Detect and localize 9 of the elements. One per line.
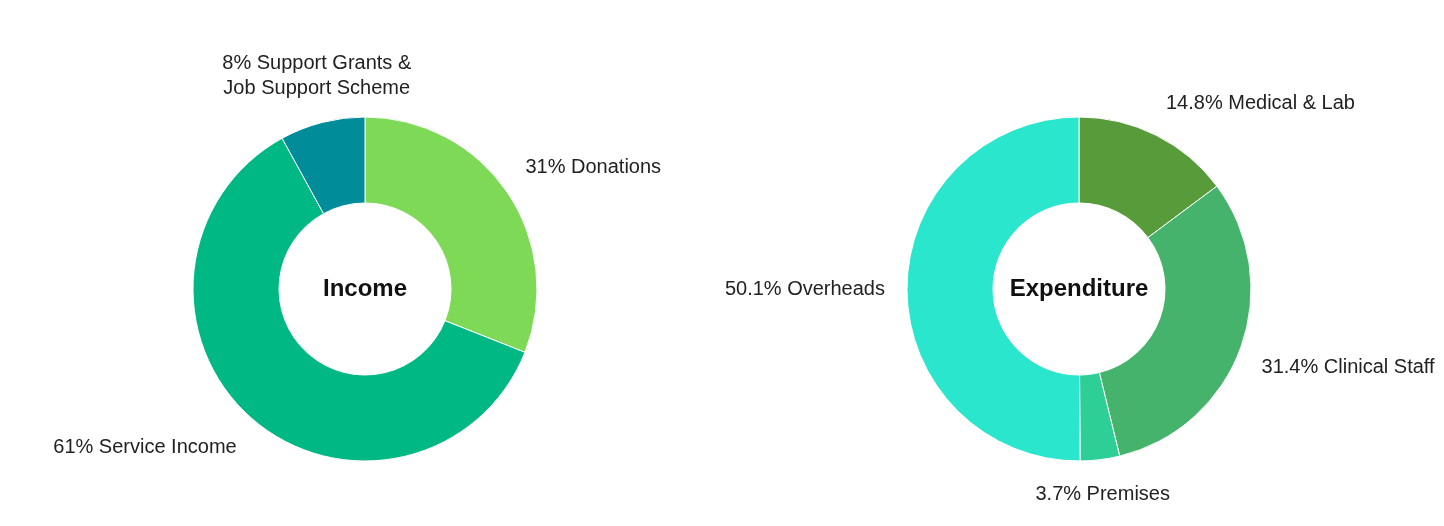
slice-label: 14.8% Medical & Lab — [1165, 90, 1355, 113]
slice-label: 61% Service Income — [53, 434, 237, 457]
slice-label: 50.1% Overheads — [724, 277, 885, 300]
slice-label: 31% Donations — [525, 154, 662, 177]
slice-label: 31.4% Clinical Staff — [1261, 354, 1436, 377]
text: Expenditure — [1009, 273, 1149, 301]
slice-label: 8% Support Grants & Job Support Scheme — [222, 51, 412, 99]
slice-label: 3.7% Premises — [1035, 481, 1170, 504]
text: Income — [322, 273, 408, 301]
